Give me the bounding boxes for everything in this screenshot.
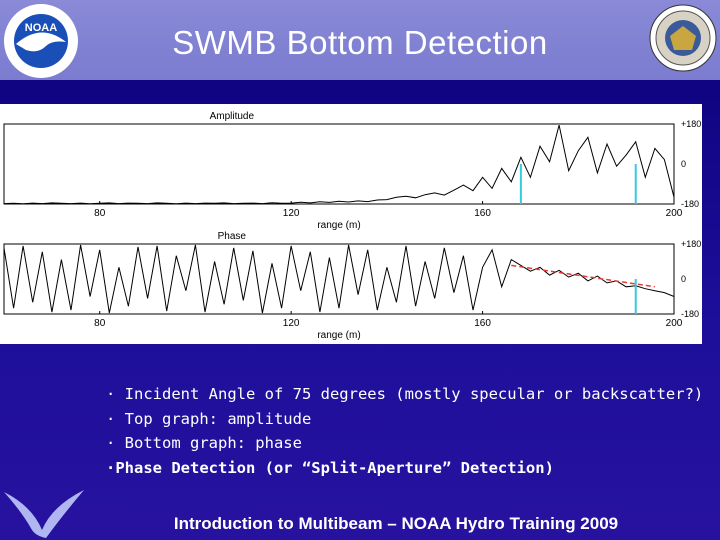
slide-title: SWMB Bottom Detection [172, 24, 548, 61]
bullet-4: ·Phase Detection (or “Split-Aperture” De… [106, 458, 554, 477]
detection-charts: Amplitude +180 0 -180 80 120 160 200 range (m) Ph… [3, 111, 701, 341]
y-tick-label: +180 [681, 119, 701, 129]
bullet-2: · Top graph: amplitude [106, 409, 312, 428]
series-line-0-0 [3, 124, 675, 205]
x-tick-label: 200 [666, 318, 683, 329]
x-tick-label: 80 [94, 318, 106, 329]
bullet-1: · Incident Angle of 75 degrees (mostly s… [106, 385, 704, 403]
x-axis-label: range (m) [317, 330, 360, 341]
x-tick-label: 120 [283, 318, 300, 329]
noaa-logo: NOAA [4, 4, 78, 78]
noaa-logo-text: NOAA [25, 22, 57, 34]
plot-frame-1 [3, 243, 675, 315]
x-tick-label: 160 [474, 318, 491, 329]
y-tick-label: 0 [681, 274, 686, 284]
header-bar: NOAA SWMB Bottom Detection [0, 0, 720, 80]
y-tick-label: -180 [681, 199, 699, 209]
plot-frame-0 [3, 123, 675, 205]
series-line-1-0 [3, 244, 675, 314]
x-tick-label: 160 [474, 208, 491, 219]
fit-line [511, 264, 655, 288]
slide-footer: Introduction to Multibeam – NOAA Hydro T… [173, 514, 619, 533]
plot-title-1: Phase [218, 231, 247, 242]
y-tick-label: 0 [681, 159, 686, 169]
plot-title-0: Amplitude [210, 111, 255, 122]
chart-panel: Amplitude +180 0 -180 80 120 160 200 range (m) Ph… [0, 104, 702, 344]
coast-survey-seal-icon [649, 4, 717, 72]
bullet-3: · Bottom graph: phase [106, 434, 302, 452]
x-tick-label: 80 [94, 208, 106, 219]
x-axis-label: range (m) [317, 220, 360, 231]
bullet-list: · Incident Angle of 75 degrees (mostly s… [106, 382, 706, 480]
noaa-bird-icon [4, 490, 84, 538]
y-tick-label: -180 [681, 309, 699, 319]
x-tick-label: 200 [666, 208, 683, 219]
y-tick-label: +180 [681, 239, 701, 249]
x-tick-label: 120 [283, 208, 300, 219]
